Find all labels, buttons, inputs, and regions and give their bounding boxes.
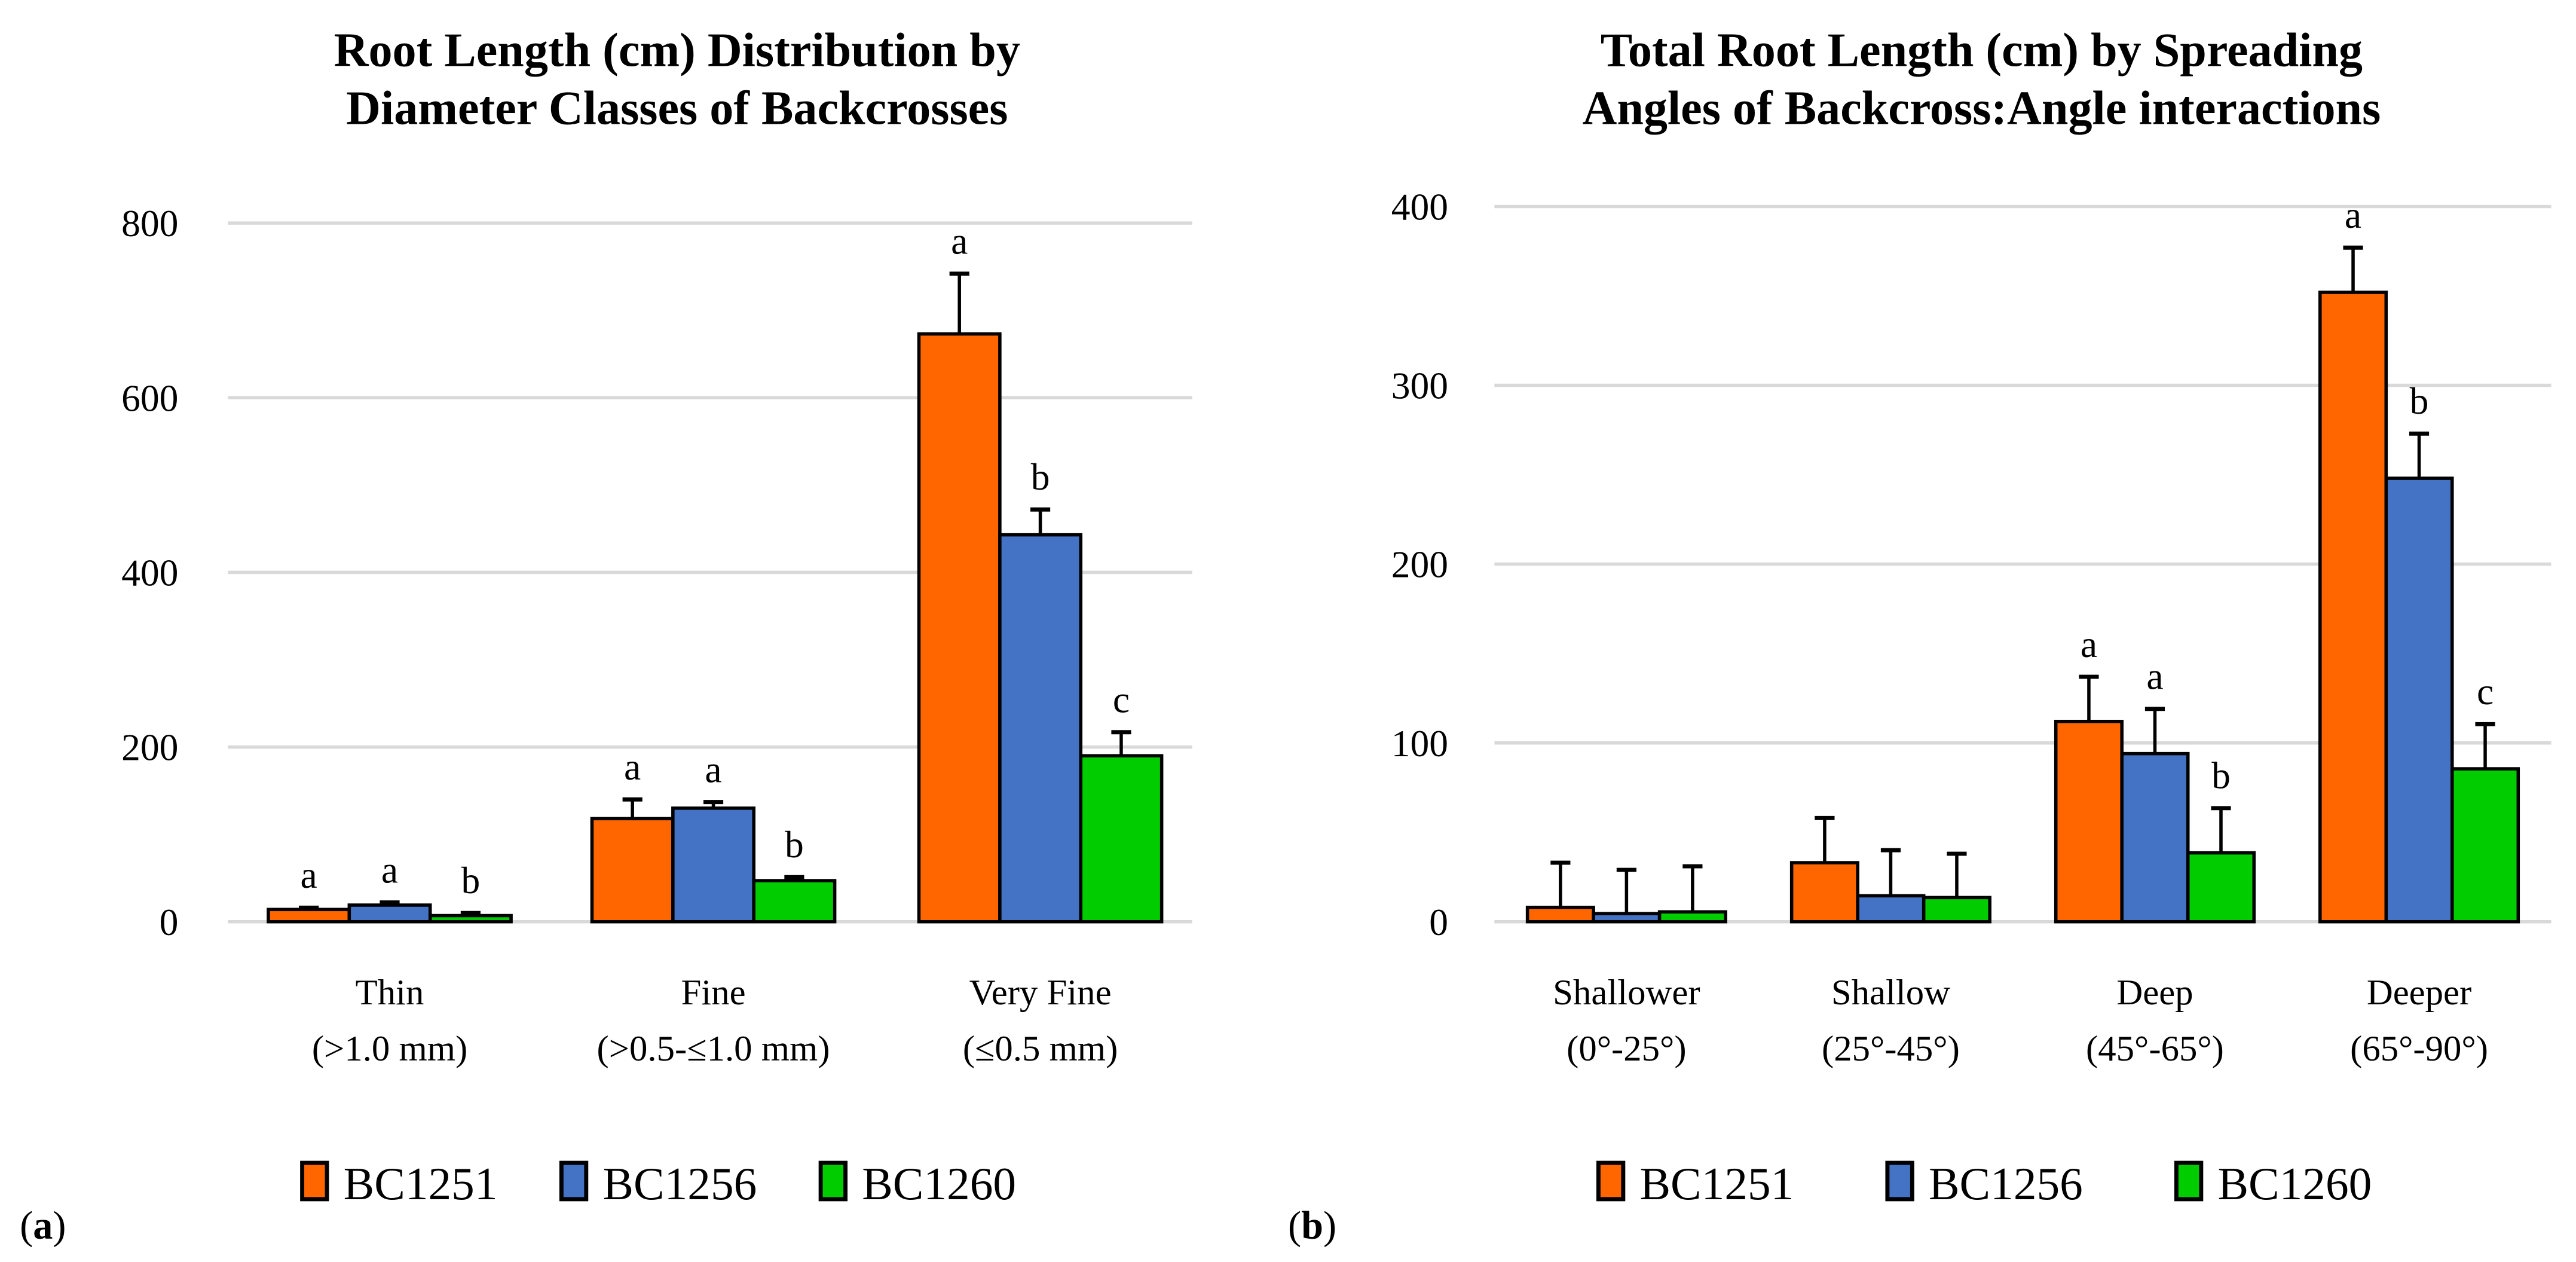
chart-b-xtick-sublabel: (45°-65°) xyxy=(2086,1029,2224,1069)
chart-a-legend-swatch-bc1260 xyxy=(818,1160,848,1202)
chart-b: Total Root Length (cm) by Spreading Angl… xyxy=(1288,25,2551,1248)
chart-a-bar-bc1260 xyxy=(1079,754,1164,924)
chart-b-legend-swatch-bc1260 xyxy=(2174,1160,2204,1202)
chart-a-legend-label: BC1251 xyxy=(344,1158,498,1209)
chart-a-significance-letter: a xyxy=(381,848,398,891)
chart-b-legend-swatch-bc1256 xyxy=(1885,1160,1914,1202)
chart-a-legend-label: BC1260 xyxy=(862,1158,1016,1209)
chart-b-xtick-label: Deep xyxy=(2116,973,2193,1013)
chart-b-panel-label: (b) xyxy=(1288,1204,1336,1248)
chart-b-ytick-label: 200 xyxy=(1391,543,1448,586)
chart-b-ytick-label: 100 xyxy=(1391,722,1448,765)
chart-b-xtick-sublabel: (0°-25°) xyxy=(1567,1029,1686,1069)
chart-a-ytick-label: 800 xyxy=(121,202,178,245)
chart-b-legend-label: BC1260 xyxy=(2217,1158,2372,1209)
chart-b-significance-letter: c xyxy=(2477,670,2494,713)
chart-a-legend-swatch-bc1256 xyxy=(559,1160,589,1202)
chart-b-xtick-sublabel: (25°-45°) xyxy=(1822,1029,1960,1069)
chart-a-significance-letter: b xyxy=(785,823,804,866)
chart-b-bar-bc1260 xyxy=(2186,851,2256,924)
chart-a-significance-letter: a xyxy=(301,854,317,896)
chart-b-title-line-1: Total Root Length (cm) by Spreading xyxy=(1601,25,2363,77)
chart-a-ytick-label: 400 xyxy=(121,552,178,594)
chart-b-xtick-sublabel: (65°-90°) xyxy=(2350,1029,2488,1069)
chart-a-legend-label: BC1256 xyxy=(602,1158,757,1209)
chart-a-xtick-label: Very Fine xyxy=(969,973,1112,1013)
chart-a-significance-letter: b xyxy=(1031,456,1050,498)
chart-b-bar-bc1260 xyxy=(2450,767,2520,924)
chart-b-ytick-label: 0 xyxy=(1429,901,1448,943)
chart-a-xtick-sublabel: (>1.0 mm) xyxy=(312,1029,467,1069)
chart-a-significance-letter: a xyxy=(951,220,968,262)
chart-a-legend-swatch-bc1251 xyxy=(300,1160,329,1202)
chart-b-significance-letter: a xyxy=(2081,623,2097,665)
chart-b-title-line-2: Angles of Backcross:Angle interactions xyxy=(1582,82,2381,135)
chart-a-ytick-label: 0 xyxy=(160,901,179,943)
chart-b-ytick-label: 300 xyxy=(1391,365,1448,407)
chart-a-ytick-label: 200 xyxy=(121,726,178,769)
chart-b-bar-bc1260 xyxy=(1657,910,1727,924)
chart-a-title-line-2: Diameter Classes of Backcrosses xyxy=(346,82,1008,135)
chart-a-ytick-label: 600 xyxy=(121,377,178,419)
chart-b-bar-bc1251 xyxy=(2318,291,2388,924)
chart-a-xtick-label: Thin xyxy=(356,973,424,1013)
chart-a-significance-letter: c xyxy=(1113,679,1130,721)
chart-a-bar-bc1260 xyxy=(752,879,837,924)
chart-b-bar-bc1251 xyxy=(1525,906,1595,924)
chart-a-xtick-sublabel: (≤0.5 mm) xyxy=(963,1029,1118,1069)
chart-b-bar-bc1256 xyxy=(1592,912,1662,924)
chart-b-bar-bc1260 xyxy=(1922,896,1991,924)
chart-a-title-line-1: Root Length (cm) Distribution by xyxy=(334,25,1020,77)
chart-a-xtick-label: Fine xyxy=(681,973,746,1013)
chart-b-bar-bc1251 xyxy=(2054,720,2124,924)
chart-b-significance-letter: a xyxy=(2146,655,2163,698)
chart-b-significance-letter: b xyxy=(2211,754,2231,797)
chart-a-bar-bc1251 xyxy=(267,907,351,924)
chart-a-bar-bc1251 xyxy=(590,817,675,924)
chart-a-significance-letter: a xyxy=(705,748,721,790)
chart-a-panel-label: (a) xyxy=(20,1204,66,1248)
chart-b-legend-swatch-bc1251 xyxy=(1596,1160,1626,1202)
chart-b-bar-bc1256 xyxy=(1856,894,1926,924)
chart-a-bar-bc1260 xyxy=(428,913,513,924)
chart-a-xtick-sublabel: (>0.5-≤1.0 mm) xyxy=(597,1029,830,1069)
chart-b-xtick-label: Shallower xyxy=(1553,973,1700,1013)
chart-b-bar-bc1251 xyxy=(1789,861,1859,924)
chart-b-bar-bc1256 xyxy=(2120,751,2190,924)
chart-a-significance-letter: a xyxy=(624,745,641,788)
chart-b-ytick-label: 400 xyxy=(1391,186,1448,228)
chart-b-significance-letter: a xyxy=(2345,194,2361,236)
chart-a-bar-bc1256 xyxy=(671,806,755,924)
chart-b-xtick-label: Shallow xyxy=(1831,973,1950,1013)
chart-b-xtick-label: Deeper xyxy=(2367,973,2471,1013)
chart-b-bar-bc1256 xyxy=(2384,476,2454,924)
chart-a-significance-letter: b xyxy=(461,859,481,902)
chart-a-bar-bc1256 xyxy=(998,533,1083,924)
chart-b-significance-letter: b xyxy=(2410,380,2429,422)
chart-a: Root Length (cm) Distribution by Diamete… xyxy=(20,25,1192,1248)
chart-b-legend-label: BC1256 xyxy=(1929,1158,2083,1209)
chart-a-bar-bc1251 xyxy=(917,332,1002,924)
chart-a-bar-bc1256 xyxy=(347,903,432,924)
chart-b-legend-label: BC1251 xyxy=(1639,1158,1794,1209)
